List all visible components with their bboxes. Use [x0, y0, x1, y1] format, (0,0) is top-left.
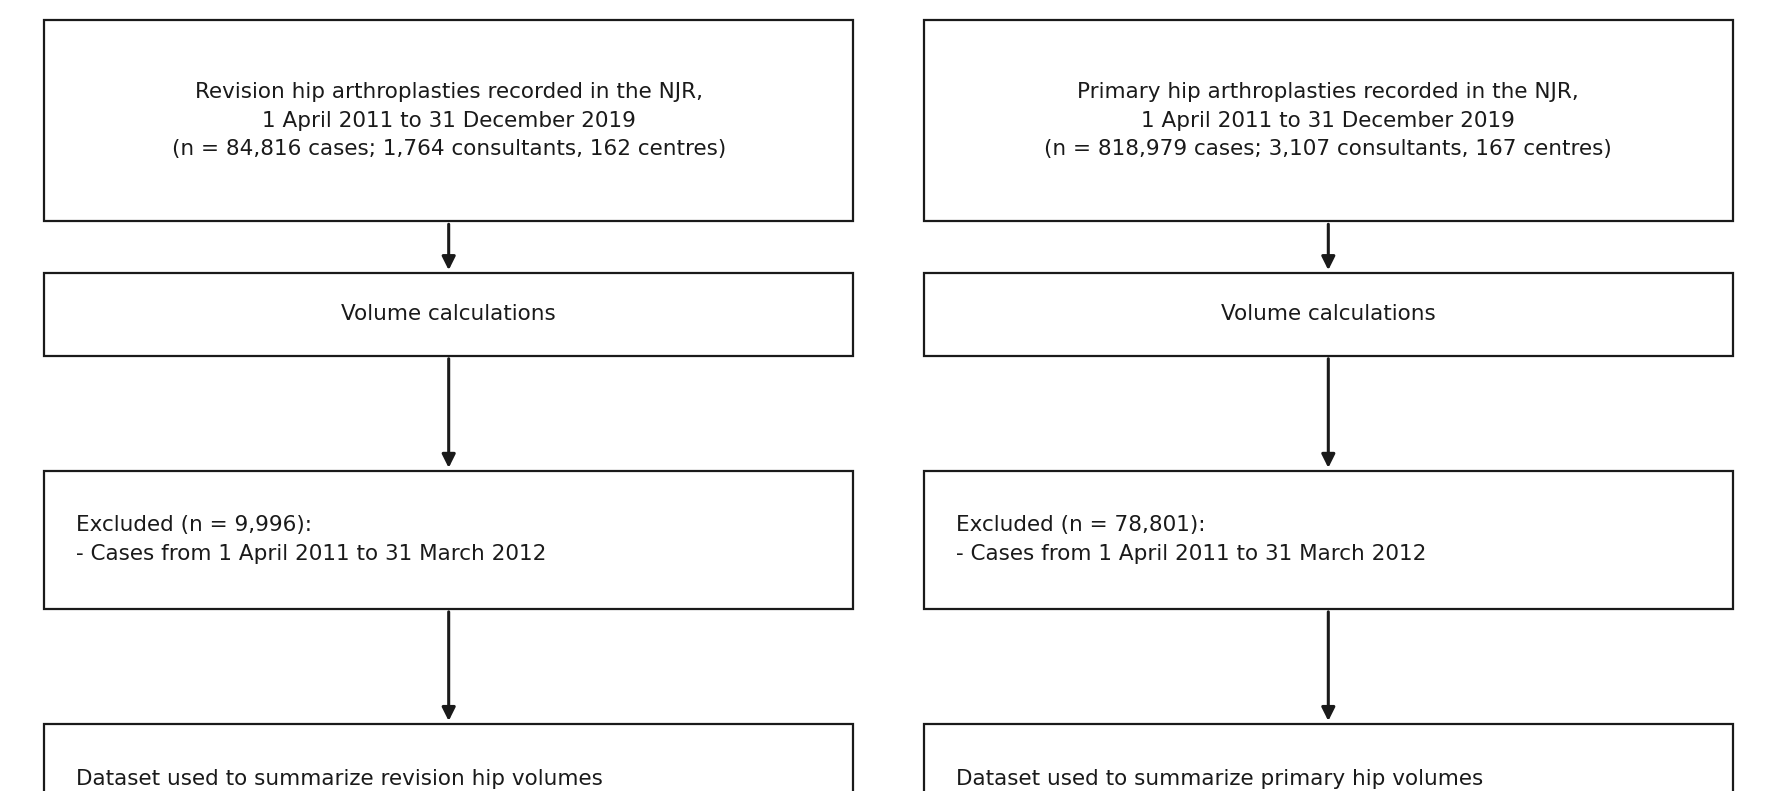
Text: Dataset used to summarize primary hip volumes
(n = 740,178; 2,997 consultants, 1: Dataset used to summarize primary hip vo… [956, 769, 1484, 791]
FancyBboxPatch shape [924, 471, 1733, 609]
FancyBboxPatch shape [44, 471, 853, 609]
Text: Revision hip arthroplasties recorded in the NJR,
1 April 2011 to 31 December 201: Revision hip arthroplasties recorded in … [172, 81, 725, 160]
FancyBboxPatch shape [924, 724, 1733, 791]
Text: Excluded (n = 78,801):
- Cases from 1 April 2011 to 31 March 2012: Excluded (n = 78,801): - Cases from 1 Ap… [956, 516, 1427, 564]
Text: Primary hip arthroplasties recorded in the NJR,
1 April 2011 to 31 December 2019: Primary hip arthroplasties recorded in t… [1045, 81, 1612, 160]
FancyBboxPatch shape [44, 20, 853, 221]
Text: Volume calculations: Volume calculations [1221, 305, 1436, 324]
FancyBboxPatch shape [924, 273, 1733, 356]
Text: Dataset used to summarize revision hip volumes
(n = 74,820; 1,695 consultants, 1: Dataset used to summarize revision hip v… [76, 769, 602, 791]
FancyBboxPatch shape [44, 273, 853, 356]
FancyBboxPatch shape [924, 20, 1733, 221]
Text: Excluded (n = 9,996):
- Cases from 1 April 2011 to 31 March 2012: Excluded (n = 9,996): - Cases from 1 Apr… [76, 516, 547, 564]
FancyBboxPatch shape [44, 724, 853, 791]
Text: Volume calculations: Volume calculations [341, 305, 556, 324]
